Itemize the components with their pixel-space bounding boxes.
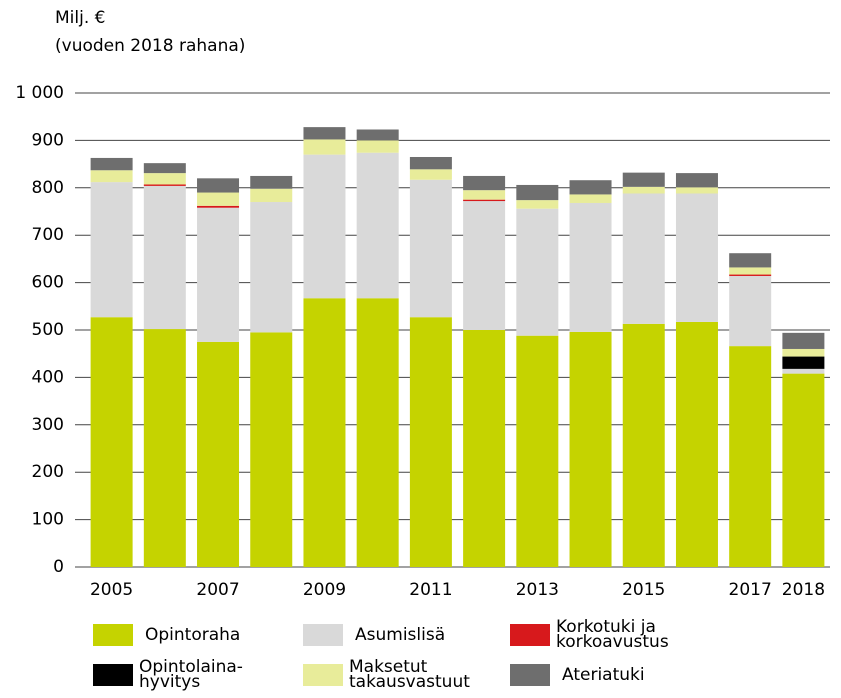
legend-swatch bbox=[93, 664, 133, 686]
y-tick-label: 200 bbox=[32, 462, 64, 482]
bar-segment bbox=[90, 170, 133, 183]
x-tick-label: 2011 bbox=[409, 580, 452, 600]
bar-segment bbox=[143, 163, 186, 174]
bar-segment bbox=[409, 317, 452, 567]
bar-segment bbox=[356, 298, 399, 567]
bar-segment bbox=[197, 178, 240, 193]
bar-segment bbox=[622, 172, 665, 187]
bar-segment bbox=[356, 129, 399, 141]
bar-segment bbox=[622, 323, 665, 567]
y-axis-label: Milj. € bbox=[55, 8, 105, 28]
legend-swatch bbox=[510, 664, 550, 686]
bar-segment bbox=[250, 202, 293, 333]
bar-segment bbox=[409, 169, 452, 180]
bar-segment bbox=[729, 275, 772, 347]
bar-segment bbox=[197, 207, 240, 342]
bar-segment bbox=[303, 154, 346, 299]
bar-segment bbox=[250, 188, 293, 203]
bar-segment bbox=[675, 321, 718, 567]
y-axis-label: (vuoden 2018 rahana) bbox=[55, 36, 245, 56]
bar-segment bbox=[622, 186, 665, 194]
x-tick-label: 2018 bbox=[782, 580, 825, 600]
bar-segment bbox=[356, 140, 399, 153]
x-tick-label: 2005 bbox=[90, 580, 133, 600]
bar-segment bbox=[197, 341, 240, 567]
bar-segment bbox=[675, 187, 718, 194]
legend-swatch bbox=[510, 624, 550, 646]
bar-segment bbox=[250, 332, 293, 567]
bar-segment bbox=[143, 329, 186, 567]
bar-segment bbox=[143, 185, 186, 330]
x-tick-label: 2009 bbox=[303, 580, 346, 600]
bar-segment bbox=[303, 139, 346, 155]
bar-segment bbox=[516, 200, 559, 209]
x-tick-label: 2017 bbox=[729, 580, 772, 600]
bar-segment bbox=[729, 267, 772, 275]
legend-swatch bbox=[303, 664, 343, 686]
x-tick-label: 2015 bbox=[622, 580, 665, 600]
legend-label: Asumislisä bbox=[355, 625, 445, 645]
bar-segment bbox=[569, 194, 612, 203]
x-tick-label: 2013 bbox=[516, 580, 559, 600]
x-tick-label: 2007 bbox=[196, 580, 239, 600]
y-tick-label: 800 bbox=[32, 178, 64, 198]
bar-segment bbox=[463, 199, 506, 202]
bar-segment bbox=[782, 368, 825, 374]
bar-segment bbox=[356, 152, 399, 299]
bar-segment bbox=[463, 330, 506, 567]
bar-segment bbox=[782, 348, 825, 357]
bar-segment bbox=[729, 253, 772, 268]
bar-segment bbox=[516, 208, 559, 336]
bar-segment bbox=[569, 202, 612, 332]
y-tick-label: 900 bbox=[32, 130, 64, 150]
bar-segment bbox=[729, 346, 772, 567]
bar-segment bbox=[303, 298, 346, 567]
bar-segment bbox=[90, 317, 133, 567]
bar-segment bbox=[90, 182, 133, 318]
bar-segment bbox=[782, 356, 825, 369]
bar-segment bbox=[409, 179, 452, 318]
bar-segment bbox=[782, 373, 825, 567]
bar-segment bbox=[729, 274, 772, 276]
bar-segment bbox=[569, 331, 612, 567]
bar-segment bbox=[463, 175, 506, 191]
y-tick-label: 600 bbox=[32, 273, 64, 293]
bar-segment bbox=[675, 193, 718, 322]
bar-segment bbox=[409, 156, 452, 170]
y-tick-label: 400 bbox=[32, 367, 64, 387]
bar-segment bbox=[90, 157, 133, 171]
y-tick-label: 500 bbox=[32, 320, 64, 340]
bar-segment bbox=[516, 335, 559, 567]
bar-segment bbox=[197, 205, 240, 208]
y-tick-label: 700 bbox=[32, 225, 64, 245]
legend-swatch bbox=[93, 624, 133, 646]
bar-segment bbox=[782, 332, 825, 349]
legend-label: Ateriatuki bbox=[562, 665, 645, 685]
bar-segment bbox=[197, 192, 240, 206]
y-tick-label: 300 bbox=[32, 415, 64, 435]
legend-label: Opintolaina-hyvitys bbox=[139, 657, 243, 692]
bar-segment bbox=[516, 184, 559, 201]
legend-label: Maksetut takausvastuut bbox=[349, 657, 470, 692]
bar-segment bbox=[143, 184, 186, 186]
legend-label: Korkotuki ja korkoavustus bbox=[556, 617, 669, 652]
bar-segment bbox=[463, 201, 506, 330]
bar-segment bbox=[303, 127, 346, 140]
bar-segment bbox=[569, 180, 612, 195]
y-tick-label: 0 bbox=[53, 557, 64, 577]
bar-segment bbox=[250, 175, 293, 189]
legend-swatch bbox=[303, 624, 343, 646]
bar-segment bbox=[675, 173, 718, 188]
y-tick-label: 100 bbox=[32, 510, 64, 530]
y-tick-label: 1 000 bbox=[15, 83, 64, 103]
bar-segment bbox=[622, 193, 665, 324]
legend-label: Opintoraha bbox=[145, 625, 240, 645]
bar-segment bbox=[143, 173, 186, 185]
bar-segment bbox=[463, 190, 506, 200]
